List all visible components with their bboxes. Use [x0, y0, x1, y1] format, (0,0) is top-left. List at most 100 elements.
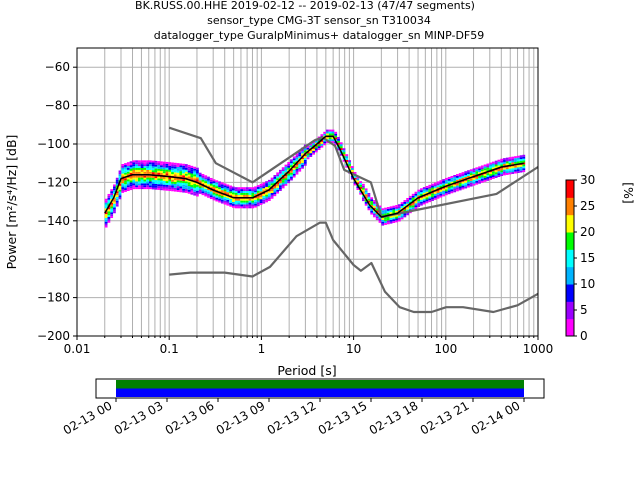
heatmap-cell — [171, 166, 174, 169]
heatmap-cell — [480, 175, 484, 177]
heatmap-cell — [439, 191, 443, 194]
heatmap-cell — [395, 205, 398, 207]
heatmap-cell — [306, 153, 310, 156]
heatmap-cell — [129, 184, 133, 187]
heatmap-cell — [115, 193, 119, 196]
heatmap-cell — [237, 187, 241, 190]
heatmap-cell — [295, 166, 299, 169]
heatmap-cell — [378, 217, 382, 219]
heatmap-cell — [458, 182, 462, 185]
heatmap-cell — [375, 208, 379, 211]
heatmap-cell — [176, 172, 180, 175]
heatmap-cell — [511, 160, 515, 163]
heatmap-cell — [173, 164, 177, 167]
heatmap-cell — [160, 169, 163, 171]
heatmap-cell — [135, 177, 138, 180]
heatmap-cell — [425, 199, 429, 202]
heatmap-cell — [303, 150, 307, 153]
heatmap-cell — [453, 190, 457, 193]
heatmap-cell — [160, 182, 163, 185]
heatmap-cell — [314, 146, 318, 149]
heatmap-cell — [514, 167, 517, 170]
colorbar-tick-label: 5 — [580, 303, 588, 317]
heatmap-cell — [480, 171, 484, 174]
heatmap-cell — [218, 200, 221, 203]
heatmap-cell — [483, 179, 487, 182]
heatmap-cell — [126, 183, 130, 186]
heatmap-cell — [137, 181, 141, 184]
heatmap-cell — [173, 183, 177, 186]
heatmap-cell — [422, 196, 426, 199]
heatmap-cell — [309, 143, 313, 146]
heatmap-cell — [339, 153, 343, 156]
heatmap-cell — [389, 219, 393, 222]
heatmap-cell — [143, 185, 147, 188]
heatmap-cell — [414, 195, 418, 198]
heatmap-cell — [331, 131, 335, 134]
x-tick-label: 0.1 — [160, 342, 179, 356]
heatmap-cell — [334, 133, 338, 136]
heatmap-cell — [298, 169, 302, 172]
heatmap-cell — [165, 169, 169, 172]
heatmap-cell — [367, 198, 371, 201]
heatmap-cell — [190, 183, 194, 186]
heatmap-cell — [292, 171, 296, 174]
time-tick-label: 02-13 21 — [418, 398, 472, 437]
heatmap-cell — [126, 167, 130, 170]
heatmap-cell — [113, 199, 116, 202]
heatmap-cell — [215, 195, 219, 198]
heatmap-cell — [223, 185, 227, 188]
heatmap-cell — [162, 182, 166, 185]
heatmap-cell — [370, 204, 374, 207]
heatmap-cell — [403, 209, 407, 212]
heatmap-cell — [234, 206, 238, 209]
heatmap-cell — [447, 180, 451, 183]
heatmap-cell — [168, 181, 172, 184]
heatmap-cell — [262, 199, 266, 202]
heatmap-cell — [301, 162, 304, 165]
heatmap-cell — [104, 225, 108, 228]
heatmap-cell — [276, 189, 280, 192]
heatmap-cell — [284, 174, 288, 177]
heatmap-cell — [254, 186, 257, 189]
heatmap-cell — [126, 179, 130, 182]
heatmap-cell — [262, 194, 266, 196]
time-tick-label: 02-13 12 — [265, 398, 319, 437]
heatmap-cell — [433, 186, 437, 189]
heatmap-cell — [284, 178, 288, 181]
heatmap-cell — [287, 167, 291, 170]
heatmap-cell — [248, 202, 252, 205]
heatmap-cell — [281, 182, 285, 185]
heatmap-cell — [184, 169, 188, 172]
heatmap-cell — [456, 179, 459, 182]
heatmap-cell — [190, 192, 194, 195]
heatmap-cell — [240, 194, 244, 197]
heatmap-cell — [146, 185, 150, 188]
heatmap-cell — [361, 183, 365, 186]
heatmap-cell — [115, 179, 119, 182]
heatmap-cell — [234, 187, 238, 190]
heatmap-cell — [212, 183, 216, 186]
heatmap-cell — [486, 167, 490, 170]
heatmap-cell — [146, 169, 150, 172]
heatmap-cell — [113, 211, 116, 214]
heatmap-cell — [137, 160, 141, 163]
heatmap-cell — [201, 174, 205, 176]
heatmap-cell — [176, 180, 180, 183]
heatmap-cell — [270, 196, 274, 199]
heatmap-cell — [436, 194, 440, 197]
heatmap-cell — [503, 167, 506, 170]
heatmap-cell — [187, 187, 191, 190]
heatmap-cell — [500, 158, 504, 161]
heatmap-cell — [248, 200, 252, 203]
heatmap-cell — [373, 201, 376, 204]
heatmap-cell — [129, 170, 133, 173]
heatmap-cell — [439, 184, 443, 186]
heatmap-cell — [265, 183, 268, 186]
heatmap-cell — [472, 172, 476, 175]
heatmap-cell — [187, 172, 191, 175]
heatmap-cell — [151, 185, 155, 188]
heatmap-cell — [168, 173, 172, 176]
heatmap-cell — [508, 157, 512, 160]
heatmap-cell — [281, 178, 285, 181]
